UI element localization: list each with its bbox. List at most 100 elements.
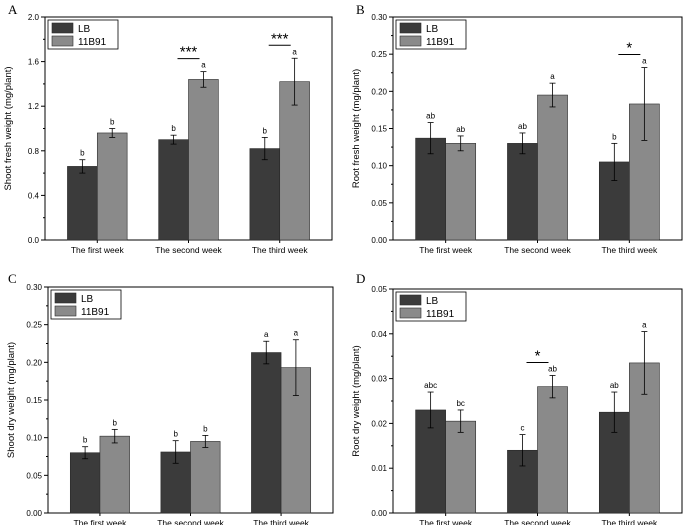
panel-label: A (8, 2, 18, 17)
legend-swatch (54, 292, 77, 304)
x-tick-label: The third week (253, 518, 309, 525)
legend-swatch (399, 35, 422, 47)
x-tick-label: The third week (252, 245, 308, 255)
legend-label: LB (81, 294, 94, 305)
panel-c: C 0.00 0.05 0.10 0.15 0.20 0.25 0.30 Shoot dry w… (6, 271, 334, 525)
y-tick-label: 0.15 (371, 125, 387, 134)
significance-letter: ab (548, 364, 557, 373)
significance-letter: a (264, 330, 269, 339)
significance-stars: * (626, 40, 632, 57)
bar-11b91 (445, 143, 477, 241)
x-tick-label: The second week (504, 245, 571, 255)
panel-label: D (356, 271, 365, 286)
y-tick-label: 0.30 (371, 13, 387, 22)
legend-label: LB (426, 296, 439, 307)
legend-swatch (51, 35, 74, 47)
bar-11b91 (537, 386, 568, 514)
significance-letter: b (612, 132, 617, 141)
y-tick-label: 0.05 (371, 199, 387, 208)
significance-letter: a (550, 72, 555, 81)
bar-lb (249, 148, 281, 241)
x-tick-label: The first week (419, 518, 473, 525)
y-tick-label: 0.25 (371, 50, 387, 59)
y-tick-label: 0.05 (26, 471, 42, 480)
significance-letter: ab (426, 112, 435, 121)
bar-lb (251, 352, 282, 514)
x-tick-label: The second week (504, 518, 571, 525)
bar-lb (158, 139, 189, 241)
legend-swatch (51, 22, 74, 34)
legend-swatch (399, 307, 422, 319)
x-tick-label: The first week (71, 245, 125, 255)
x-tick-label: The first week (73, 518, 127, 525)
significance-letter: abc (424, 381, 437, 390)
y-tick-label: 0.05 (371, 285, 387, 294)
x-tick-label: The second week (157, 518, 224, 525)
legend-label: 11B91 (78, 37, 107, 48)
y-tick-label: 0.02 (371, 419, 387, 428)
y-tick-label: 0.20 (371, 87, 387, 96)
y-tick-label: 0.20 (26, 358, 42, 367)
x-tick-label: The third week (601, 518, 657, 525)
y-tick-label: 0.00 (371, 509, 387, 518)
y-axis-label: Shoot fresh weight (mg/plant) (3, 66, 14, 190)
significance-letter: b (83, 436, 88, 445)
legend-swatch (54, 305, 77, 317)
significance-letter: a (292, 47, 297, 56)
significance-letter: ab (456, 125, 465, 134)
y-tick-label: 0.0 (28, 236, 40, 245)
bar-11b91 (537, 94, 568, 241)
legend-label: LB (78, 24, 91, 35)
y-tick-label: 0.15 (26, 396, 42, 405)
y-axis-label: Root dry weight (mg/plant) (351, 345, 362, 456)
significance-stars: * (535, 347, 541, 364)
bar-11b91 (445, 420, 477, 514)
x-tick-label: The first week (419, 245, 473, 255)
significance-letter: a (642, 321, 647, 330)
x-tick-label: The third week (601, 245, 657, 255)
y-tick-label: 0.03 (371, 375, 387, 384)
bar-11b91 (279, 81, 310, 241)
y-tick-label: 1.6 (28, 58, 40, 67)
x-tick-label: The second week (155, 245, 222, 255)
bar-11b91 (190, 441, 221, 514)
significance-stars: *** (180, 44, 198, 61)
panel-label: C (8, 271, 17, 286)
significance-letter: a (294, 329, 299, 338)
legend-swatch (399, 22, 422, 34)
y-axis-label: Shoot dry weight (mg/plant) (6, 342, 17, 458)
y-tick-label: 0.10 (26, 434, 42, 443)
legend-label: 11B91 (426, 37, 455, 48)
legend-swatch (399, 294, 422, 306)
legend-label: LB (426, 24, 439, 35)
significance-letter: b (171, 124, 176, 133)
y-tick-label: 0.01 (371, 464, 387, 473)
significance-letter: bc (456, 399, 464, 408)
legend-label: 11B91 (81, 307, 110, 318)
y-tick-label: 2.0 (28, 13, 40, 22)
panel-b: B 0.00 0.05 0.10 0.15 0.20 0.25 0.30 Root fresh … (351, 2, 683, 255)
significance-letter: b (80, 149, 85, 158)
significance-stars: *** (271, 30, 289, 47)
y-tick-label: 0.04 (371, 330, 387, 339)
bar-11b91 (96, 132, 128, 241)
significance-letter: b (110, 118, 115, 127)
y-tick-label: 1.2 (28, 102, 40, 111)
significance-letter: a (201, 61, 206, 70)
y-tick-label: 0.4 (28, 191, 40, 200)
y-tick-label: 0.00 (371, 236, 387, 245)
y-tick-label: 0.00 (26, 509, 42, 518)
bar-lb (67, 166, 98, 241)
legend-label: 11B91 (426, 309, 455, 320)
bar-lb (507, 143, 538, 241)
panel-a: A 0.0 0.4 0.8 1.2 1.6 2.0 Shoot fresh weight (m… (3, 2, 333, 255)
significance-letter: b (263, 126, 268, 135)
y-tick-label: 0.30 (26, 283, 42, 292)
significance-letter: c (520, 424, 524, 433)
panel-label: B (356, 2, 365, 17)
bar-lb (69, 452, 101, 514)
y-tick-label: 0.10 (371, 162, 387, 171)
y-axis-label: Root fresh weight (mg/plant) (351, 69, 362, 188)
significance-letter: b (173, 430, 178, 439)
